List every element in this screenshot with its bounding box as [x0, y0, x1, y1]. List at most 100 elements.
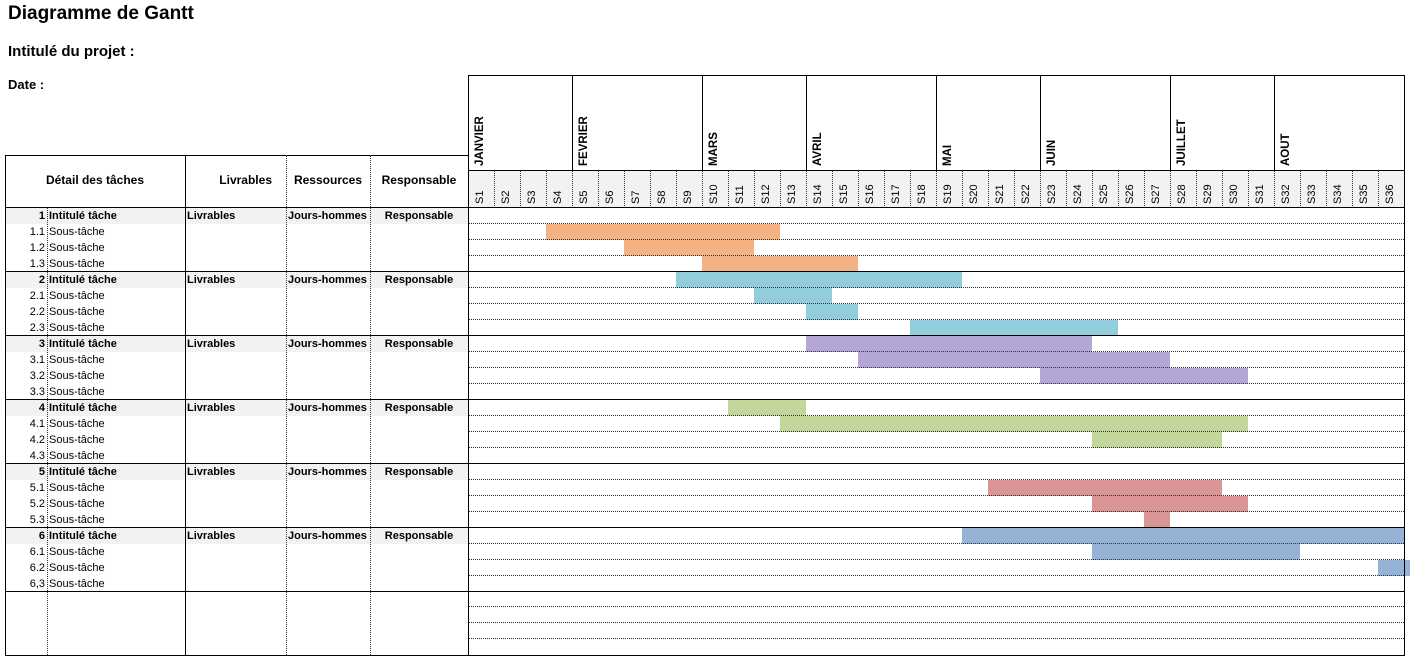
row-divider — [468, 223, 1404, 224]
subtask-title: Sous-tâche — [49, 450, 105, 462]
month-separator — [936, 75, 937, 170]
task-livrables: Livrables — [187, 530, 236, 542]
column-divider — [1378, 170, 1379, 208]
task-ressources: Jours-hommes — [288, 274, 367, 286]
subtask-title: Sous-tâche — [49, 226, 105, 238]
group-separator — [468, 399, 1404, 400]
subtask-number: 3.3 — [29, 386, 45, 398]
task-livrables: Livrables — [187, 274, 236, 286]
task-ressources: Jours-hommes — [288, 466, 367, 478]
column-divider — [780, 170, 781, 208]
task-ressources: Jours-hommes — [288, 210, 367, 222]
week-label: S1 — [474, 190, 486, 204]
column-divider — [858, 170, 859, 208]
row-divider — [468, 479, 1404, 480]
week-label: S35 — [1358, 184, 1370, 204]
column-divider — [520, 170, 521, 208]
task-number: 6 — [38, 530, 45, 542]
column-divider — [754, 170, 755, 208]
subtask-title: Sous-tâche — [49, 386, 105, 398]
column-divider — [1170, 170, 1171, 208]
group-row-band — [5, 464, 468, 480]
group-row-band — [5, 400, 468, 416]
week-label: S17 — [890, 184, 902, 204]
subtask-number: 3.2 — [29, 370, 45, 382]
chart-right-border — [1404, 75, 1405, 656]
week-label: S3 — [526, 190, 538, 204]
task-responsable: Responsable — [384, 210, 454, 222]
subtask-number: 6.2 — [29, 562, 45, 574]
project-title-label: Intitulé du projet : — [8, 43, 135, 60]
gantt-bar — [1144, 512, 1170, 528]
row-divider — [468, 495, 1404, 496]
header-ressources: Ressources — [293, 173, 363, 187]
week-label: S21 — [994, 184, 1006, 204]
month-row-border — [468, 170, 1404, 171]
header-detail: Détail des tâches — [45, 173, 145, 187]
week-label: S6 — [604, 190, 616, 204]
month-label: AOUT — [1280, 133, 1292, 166]
subtask-title: Sous-tâche — [49, 322, 105, 334]
column-divider — [1144, 170, 1145, 208]
month-separator — [572, 75, 573, 170]
task-livrables: Livrables — [187, 210, 236, 222]
group-separator — [5, 271, 468, 272]
column-divider — [598, 170, 599, 208]
gantt-bar — [1092, 432, 1222, 448]
subtask-title: Sous-tâche — [49, 418, 105, 430]
month-label: JUILLET — [1176, 119, 1188, 166]
gantt-bar — [754, 288, 832, 304]
month-separator — [1040, 75, 1041, 170]
column-divider — [1196, 170, 1197, 208]
week-label: S31 — [1254, 184, 1266, 204]
table-top-border — [5, 155, 468, 156]
subtask-number: 6,3 — [29, 578, 45, 590]
task-livrables: Livrables — [187, 466, 236, 478]
subtask-title: Sous-tâche — [49, 370, 105, 382]
column-divider — [47, 208, 48, 655]
table-left-border — [5, 155, 6, 656]
row-divider — [468, 383, 1404, 384]
gantt-bar — [728, 400, 806, 416]
row-divider — [468, 239, 1404, 240]
week-label: S15 — [838, 184, 850, 204]
month-separator — [1170, 75, 1171, 170]
group-row-band — [5, 528, 468, 544]
row-divider — [468, 638, 1404, 639]
column-border — [185, 155, 186, 655]
column-divider — [910, 170, 911, 208]
subtask-title: Sous-tâche — [49, 290, 105, 302]
subtask-title: Sous-tâche — [49, 258, 105, 270]
column-divider — [988, 170, 989, 208]
group-separator — [468, 591, 1404, 592]
gantt-bar — [806, 336, 1092, 352]
column-divider — [1274, 170, 1275, 208]
column-divider — [702, 170, 703, 208]
task-title: Intitulé tâche — [49, 466, 117, 478]
gantt-bar — [624, 240, 754, 256]
task-responsable: Responsable — [384, 402, 454, 414]
row-divider — [468, 319, 1404, 320]
column-divider — [962, 170, 963, 208]
month-separator — [806, 75, 807, 170]
subtask-title: Sous-tâche — [49, 498, 105, 510]
task-livrables: Livrables — [187, 402, 236, 414]
week-label: S32 — [1280, 184, 1292, 204]
task-title: Intitulé tâche — [49, 530, 117, 542]
gantt-bar — [780, 416, 1248, 432]
subtask-title: Sous-tâche — [49, 242, 105, 254]
week-label: S20 — [968, 184, 980, 204]
week-label: S13 — [786, 184, 798, 204]
group-separator — [5, 527, 468, 528]
row-divider — [468, 367, 1404, 368]
column-divider — [1040, 170, 1041, 208]
month-label: JANVIER — [474, 116, 486, 166]
group-separator — [468, 527, 1404, 528]
row-divider — [468, 559, 1404, 560]
task-livrables: Livrables — [187, 338, 236, 350]
month-label: MAI — [942, 144, 954, 166]
column-divider — [1066, 170, 1067, 208]
column-divider — [1222, 170, 1223, 208]
week-label: S12 — [760, 184, 772, 204]
task-responsable: Responsable — [384, 274, 454, 286]
